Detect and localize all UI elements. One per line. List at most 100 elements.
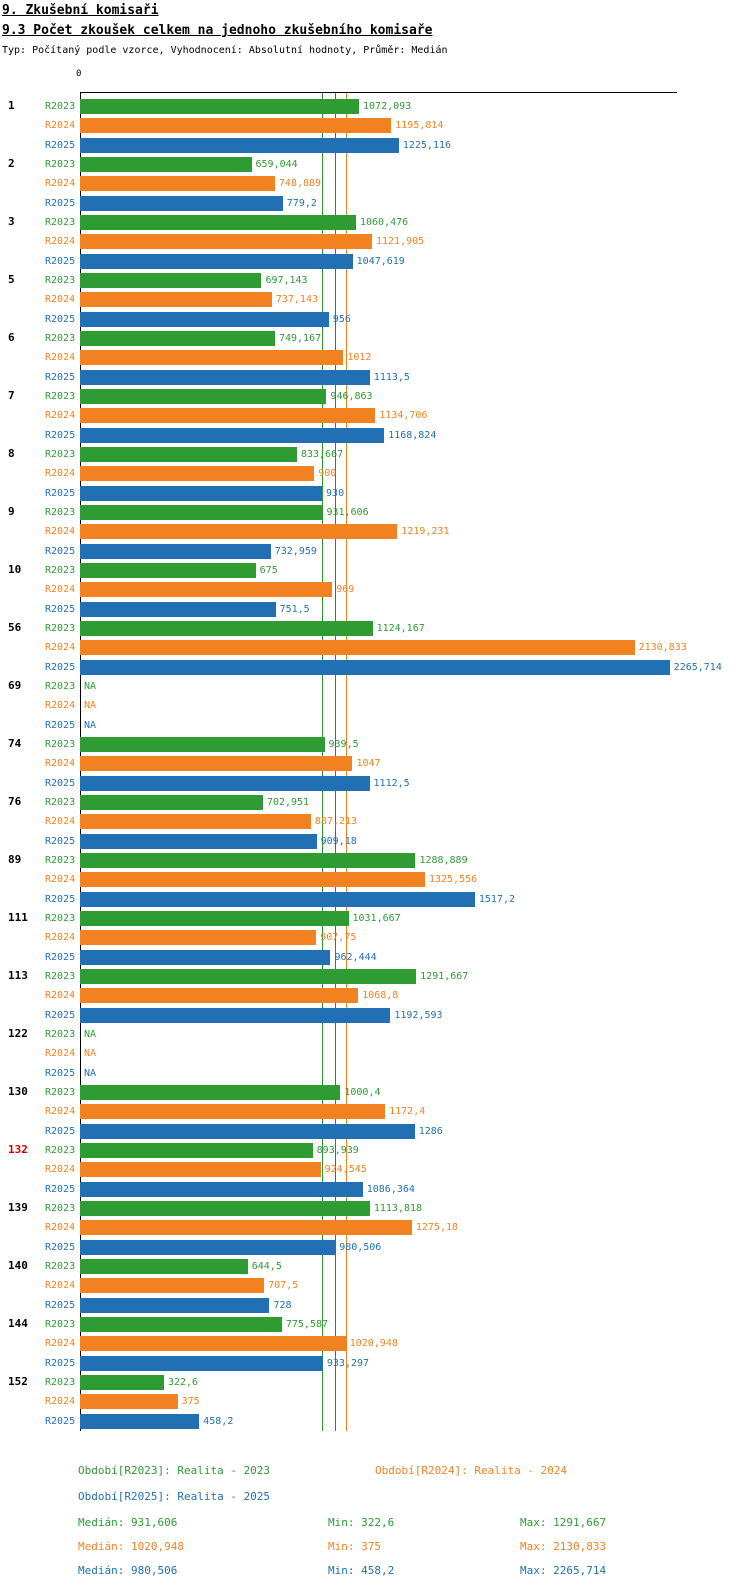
value-label: 933,297	[326, 1357, 370, 1369]
series-label: R2024	[45, 584, 76, 596]
group-label: 9	[8, 505, 15, 518]
bar	[80, 195, 283, 211]
bar	[80, 99, 360, 115]
stat-max-r2025: Max: 2265,714	[520, 1564, 607, 1577]
bar-group-6: 6 R2023 749,167 R2024 1012 R2025 1113,5	[0, 329, 750, 387]
series-label: R2024	[45, 410, 76, 422]
group-label: 7	[8, 389, 15, 402]
group-label: 144	[8, 1317, 28, 1330]
bar-row: R2023 659,044	[0, 155, 750, 174]
bar-row: R2024 1172,4	[0, 1102, 750, 1121]
bar-row: R2024 1121,905	[0, 232, 750, 251]
bar-row: R2023 697,143	[0, 271, 750, 290]
value-label: NA	[84, 1067, 97, 1079]
bar	[80, 215, 356, 231]
stat-median-r2024: Medián: 1020,948	[78, 1540, 184, 1553]
bar-row: R2023 322,6	[0, 1373, 750, 1392]
bar-group-130: 130 R2023 1000,4 R2024 1172,4 R2025 1286	[0, 1083, 750, 1141]
legend-item-r2024: Období[R2024]: Realita - 2024	[375, 1464, 568, 1477]
group-label: 132	[8, 1143, 28, 1156]
value-label: 980,506	[339, 1241, 382, 1253]
bar-row: R2025 956	[0, 310, 750, 329]
bar-row: R2023 833,667	[0, 445, 750, 464]
bar	[80, 524, 398, 540]
bar	[80, 1355, 323, 1371]
bar-row: R2023 939,5	[0, 735, 750, 754]
bar	[80, 292, 272, 308]
bar	[80, 157, 252, 173]
bar-group-2: 2 R2023 659,044 R2024 748,889 R2025 779,2	[0, 155, 750, 213]
bar-groups: 1 R2023 1072,093 R2024 1195,814 R2025 1225,116…	[0, 97, 750, 1431]
bar-row: R2023 1288,889	[0, 851, 750, 870]
bar-row: R2025 1047,619	[0, 252, 750, 271]
bar	[80, 1336, 346, 1352]
series-label: R2024	[45, 294, 76, 306]
series-label: R2023	[45, 623, 76, 635]
bar	[80, 795, 263, 811]
bar-row: R2023 1000,4	[0, 1083, 750, 1102]
bar	[80, 466, 315, 482]
bar-row: R2025 962,444	[0, 948, 750, 967]
series-label: R2024	[45, 236, 76, 248]
value-label: 1113,5	[373, 371, 410, 383]
bar-row: R2024 NA	[0, 1044, 750, 1063]
series-label: R2025	[45, 429, 76, 441]
series-label: R2024	[45, 120, 76, 132]
series-label: R2024	[45, 1338, 76, 1350]
bar-row: R2023 931,606	[0, 503, 750, 522]
bar	[80, 1394, 178, 1410]
group-label: 10	[8, 563, 22, 576]
value-label: 1047,619	[356, 255, 405, 267]
bar-row: R2025 930	[0, 484, 750, 503]
bar-row: R2023 775,587	[0, 1315, 750, 1334]
value-label: 697,143	[265, 275, 308, 287]
value-label: 1517,2	[478, 893, 515, 905]
value-label: 893,939	[316, 1145, 359, 1157]
series-label: R2023	[45, 1377, 76, 1389]
bar-row: R2025 2265,714	[0, 658, 750, 677]
series-label: R2023	[45, 913, 76, 925]
bar-row: R2024 375	[0, 1392, 750, 1411]
bar	[80, 891, 475, 907]
chart-meta: Typ: Počítaný podle vzorce, Vyhodnocení:…	[2, 45, 448, 56]
bar-group-76: 76 R2023 702,951 R2024 887,213 R2025 909,18	[0, 793, 750, 851]
series-label: R2023	[45, 159, 76, 171]
series-label: R2024	[45, 642, 76, 654]
bar-group-8: 8 R2023 833,667 R2024 900 R2025 930	[0, 445, 750, 503]
bar-row: R2023 644,5	[0, 1257, 750, 1276]
value-label: 1291,667	[420, 971, 469, 983]
bar	[80, 911, 349, 927]
value-label: 375	[181, 1396, 200, 1408]
bar-row: R2025 1113,5	[0, 368, 750, 387]
group-label: 140	[8, 1259, 28, 1272]
value-label: 2130,833	[638, 642, 687, 654]
value-label: 1020,948	[349, 1338, 398, 1350]
bar	[80, 775, 370, 791]
stat-min-r2023: Min: 322,6	[328, 1516, 395, 1529]
bar	[80, 369, 370, 385]
value-label: 1072,093	[363, 101, 412, 113]
bar	[80, 1143, 313, 1159]
series-label: R2023	[45, 797, 76, 809]
bar-row: R2025 1112,5	[0, 774, 750, 793]
bar-row: R2025 728	[0, 1296, 750, 1315]
value-label: 775,587	[285, 1319, 329, 1331]
bar	[80, 311, 329, 327]
series-label: R2024	[45, 1106, 76, 1118]
bar	[80, 1278, 265, 1294]
bar	[80, 427, 385, 443]
value-label: 737,143	[275, 294, 318, 306]
bar-row: R2025 1168,824	[0, 426, 750, 445]
value-label: 1219,231	[401, 526, 450, 538]
series-label: R2025	[45, 1067, 76, 1079]
series-label: R2024	[45, 1222, 76, 1234]
series-label: R2023	[45, 1319, 76, 1331]
series-label: R2025	[45, 545, 76, 557]
value-label: 907,75	[320, 932, 357, 944]
value-label: 748,889	[278, 178, 322, 190]
axis-top-line	[80, 92, 677, 93]
bar-row: R2025 933,297	[0, 1354, 750, 1373]
axis-zero-label: 0	[76, 69, 82, 79]
bar-row: R2024 1275,18	[0, 1218, 750, 1237]
group-label: 74	[8, 737, 22, 750]
